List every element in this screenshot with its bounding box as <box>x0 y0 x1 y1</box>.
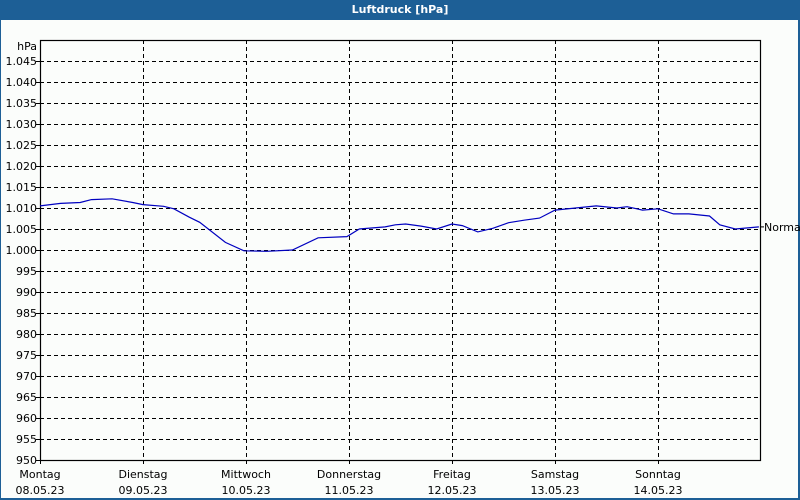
y-tick-label: 990 <box>16 286 37 299</box>
y-tick-label: 995 <box>16 265 37 278</box>
y-tick-label: 1.000 <box>6 244 38 257</box>
x-tick-date: 12.05.23 <box>428 484 477 497</box>
y-tick-label: 970 <box>16 370 37 383</box>
y-tick-label: 950 <box>16 454 37 467</box>
pressure-line <box>39 198 759 252</box>
x-tick-date: 13.05.23 <box>531 484 580 497</box>
normal-label: Normal <box>764 221 800 234</box>
y-tick-label: 1.045 <box>6 55 38 68</box>
x-tick-day: Samstag <box>531 468 579 481</box>
y-tick-label: 1.015 <box>6 181 38 194</box>
y-tick-label: 960 <box>16 412 37 425</box>
x-tick-day: Sonntag <box>635 468 681 481</box>
y-tick-label: 985 <box>16 307 37 320</box>
y-tick-label: 1.025 <box>6 139 38 152</box>
y-tick-label: 1.040 <box>6 76 38 89</box>
y-tick-label: 965 <box>16 391 37 404</box>
y-axis-unit: hPa <box>17 40 37 53</box>
x-tick-day: Donnerstag <box>317 468 381 481</box>
x-tick-date: 11.05.23 <box>325 484 374 497</box>
plot-frame <box>39 39 762 462</box>
chart-title: Luftdruck [hPa] <box>0 0 800 20</box>
y-tick-label: 955 <box>16 433 37 446</box>
x-tick-date: 08.05.23 <box>16 484 65 497</box>
y-tick-label: 1.035 <box>6 97 38 110</box>
x-tick-date: 09.05.23 <box>119 484 168 497</box>
x-tick-date: 14.05.23 <box>634 484 683 497</box>
x-tick-day: Freitag <box>433 468 471 481</box>
y-tick-label: 1.030 <box>6 118 38 131</box>
y-tick-label: 1.010 <box>6 202 38 215</box>
y-tick-label: 975 <box>16 349 37 362</box>
x-tick-day: Mittwoch <box>221 468 271 481</box>
x-tick-day: Montag <box>19 468 60 481</box>
y-tick-label: 980 <box>16 328 37 341</box>
x-tick-date: 10.05.23 <box>222 484 271 497</box>
x-tick-day: Dienstag <box>118 468 167 481</box>
y-tick-label: 1.020 <box>6 160 38 173</box>
y-tick-label: 1.005 <box>6 223 38 236</box>
